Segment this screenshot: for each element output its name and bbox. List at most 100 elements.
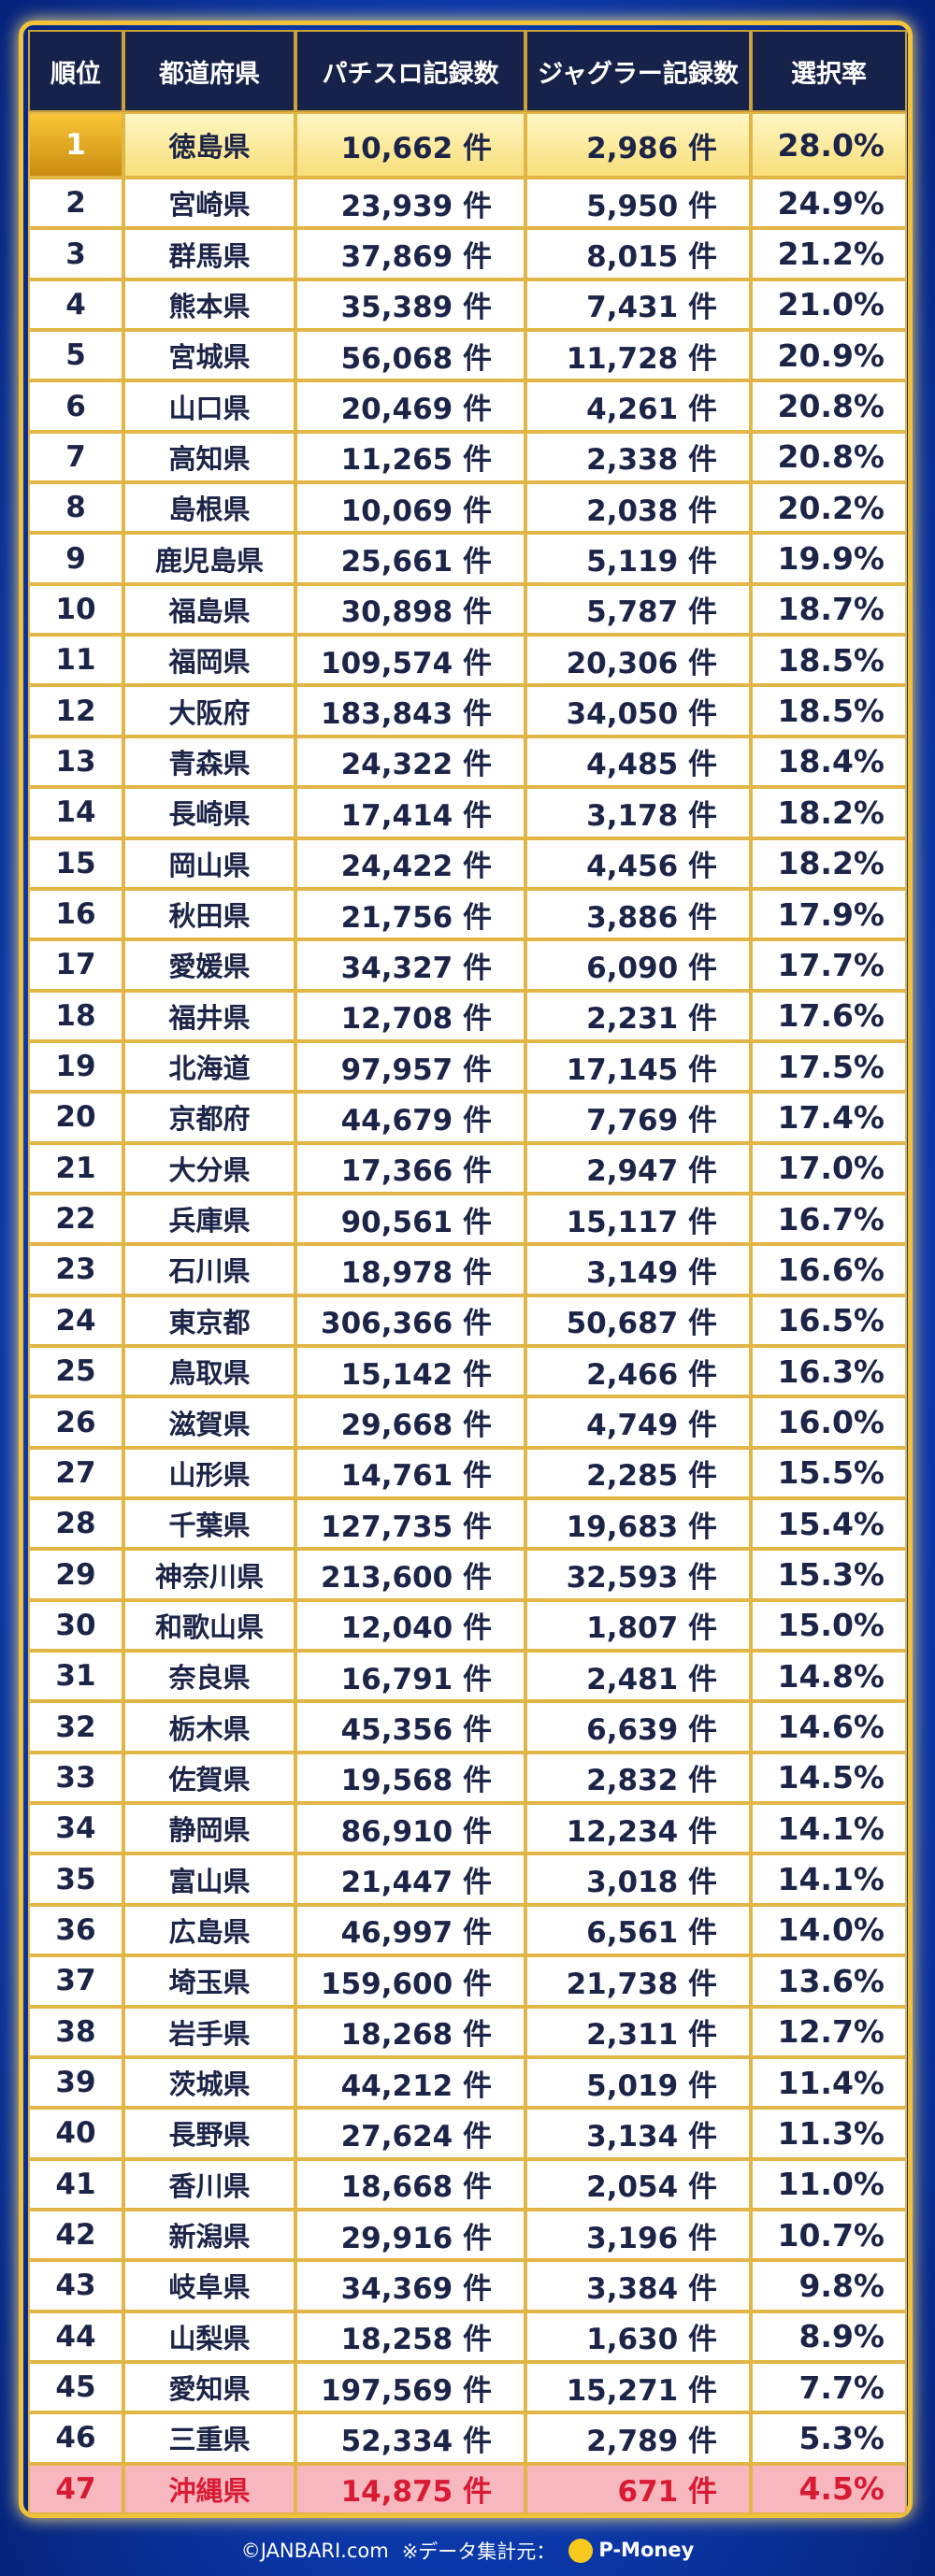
selection-rate: 5.3%: [751, 2412, 907, 2464]
pachislot-count: 35,389 件: [295, 279, 525, 331]
pachislot-count: 29,916 件: [295, 2209, 525, 2261]
prefecture: 静岡県: [123, 1803, 295, 1854]
selection-rate: 18.5%: [751, 635, 907, 686]
selection-rate: 18.7%: [751, 583, 907, 636]
juggler-count: 4,456 件: [525, 837, 751, 889]
rank: 16: [28, 888, 123, 940]
pachislot-count: 29,668 件: [295, 1396, 525, 1448]
selection-rate: 14.1%: [751, 1853, 907, 1905]
prefecture: 沖縄県: [123, 2463, 295, 2514]
rank: 6: [28, 380, 123, 432]
pachislot-count: 30,898 件: [295, 583, 525, 636]
juggler-count: 3,018 件: [525, 1853, 751, 1905]
rank: 41: [28, 2158, 123, 2210]
selection-rate: 14.8%: [751, 1651, 907, 1702]
selection-rate: 20.8%: [751, 431, 907, 483]
pachislot-count: 197,569 件: [295, 2361, 525, 2413]
pachislot-count: 14,761 件: [295, 1447, 525, 1499]
selection-rate: 15.4%: [751, 1498, 907, 1550]
pachislot-count: 24,322 件: [295, 736, 525, 788]
pachislot-count: 18,978 件: [295, 1244, 525, 1295]
selection-rate: 11.3%: [751, 2108, 907, 2159]
juggler-count: 2,789 件: [525, 2412, 751, 2464]
juggler-count: 2,947 件: [525, 1142, 751, 1194]
juggler-count: 5,119 件: [525, 533, 751, 584]
juggler-count: 3,886 件: [525, 888, 751, 940]
rank: 29: [28, 1549, 123, 1600]
prefecture: 千葉県: [123, 1498, 295, 1550]
selection-rate: 17.6%: [751, 990, 907, 1041]
prefecture: 山形県: [123, 1447, 295, 1499]
prefecture: 神奈川県: [123, 1549, 295, 1600]
pachislot-count: 18,258 件: [295, 2311, 525, 2362]
selection-rate: 19.9%: [751, 533, 907, 584]
juggler-count: 1,630 件: [525, 2311, 751, 2362]
rank: 42: [28, 2209, 123, 2261]
selection-rate: 20.8%: [751, 380, 907, 432]
rank: 30: [28, 1599, 123, 1652]
prefecture: 福岡県: [123, 635, 295, 686]
juggler-count: 4,261 件: [525, 380, 751, 432]
juggler-count: 2,038 件: [525, 482, 751, 534]
rank: 14: [28, 787, 123, 838]
juggler-count: 17,145 件: [525, 1040, 751, 1093]
selection-rate: 7.7%: [751, 2361, 907, 2413]
selection-rate: 18.2%: [751, 837, 907, 889]
selection-rate: 17.5%: [751, 1040, 907, 1093]
brand-icon: [568, 2539, 594, 2563]
selection-rate: 12.7%: [751, 2006, 907, 2057]
prefecture: 和歌山県: [123, 1599, 295, 1652]
juggler-count: 15,271 件: [525, 2361, 751, 2413]
selection-rate: 18.4%: [751, 736, 907, 788]
selection-rate: 21.0%: [751, 279, 907, 331]
prefecture: 新潟県: [123, 2209, 295, 2261]
pachislot-count: 12,708 件: [295, 990, 525, 1041]
juggler-count: 3,196 件: [525, 2209, 751, 2261]
pachislot-count: 97,957 件: [295, 1040, 525, 1093]
juggler-count: 2,231 件: [525, 990, 751, 1041]
juggler-count: 5,950 件: [525, 178, 751, 229]
rank: 40: [28, 2108, 123, 2159]
prefecture: 宮崎県: [123, 178, 295, 229]
frame: [19, 21, 913, 2518]
rank: 36: [28, 1904, 123, 1956]
copyright: ©JANBARI.com: [240, 2540, 389, 2562]
pachislot-count: 17,366 件: [295, 1142, 525, 1194]
juggler-count: 34,050 件: [525, 685, 751, 737]
pachislot-count: 10,662 件: [295, 112, 525, 178]
juggler-count: 2,986 件: [525, 112, 751, 178]
rank: 1: [28, 112, 123, 178]
prefecture: 茨城県: [123, 2056, 295, 2109]
source: ※データ集計元：: [401, 2540, 556, 2563]
rank: 3: [28, 228, 123, 279]
rank: 25: [28, 1346, 123, 1397]
rank: 26: [28, 1396, 123, 1448]
pachislot-count: 46,997 件: [295, 1904, 525, 1956]
rank: 37: [28, 1955, 123, 2007]
prefecture: 鹿児島県: [123, 533, 295, 584]
pachislot-count: 90,561 件: [295, 1193, 525, 1245]
brand: P-Money: [568, 2539, 694, 2563]
selection-rate: 8.9%: [751, 2311, 907, 2362]
rank: 46: [28, 2412, 123, 2464]
pachislot-count: 34,327 件: [295, 939, 525, 991]
prefecture: 岡山県: [123, 837, 295, 889]
juggler-count: 2,054 件: [525, 2158, 751, 2210]
pachislot-count: 15,142 件: [295, 1346, 525, 1397]
rank: 18: [28, 990, 123, 1041]
juggler-count: 6,090 件: [525, 939, 751, 991]
footer: ©JANBARI.com ※データ集計元： P-Money: [0, 2529, 935, 2572]
rank: 20: [28, 1092, 123, 1143]
pachislot-count: 159,600 件: [295, 1955, 525, 2007]
rank: 9: [28, 533, 123, 584]
prefecture: 埼玉県: [123, 1955, 295, 2007]
juggler-count: 12,234 件: [525, 1803, 751, 1854]
selection-rate: 11.0%: [751, 2158, 907, 2210]
pachislot-count: 109,574 件: [295, 635, 525, 686]
header-cell: 都道府県: [123, 30, 295, 112]
prefecture: 香川県: [123, 2158, 295, 2210]
rank: 23: [28, 1244, 123, 1295]
prefecture: 広島県: [123, 1904, 295, 1956]
selection-rate: 21.2%: [751, 228, 907, 279]
